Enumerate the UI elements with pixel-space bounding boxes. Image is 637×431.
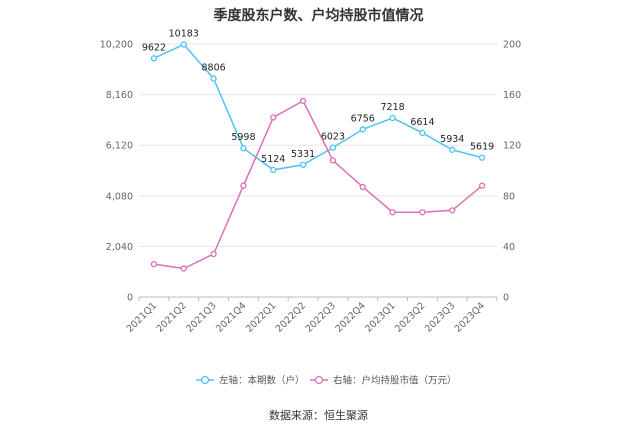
avg-holding-value-point xyxy=(240,182,247,189)
holders-count-point xyxy=(150,55,158,62)
holders-count-point xyxy=(359,126,366,133)
y-right-tick-label: 200 xyxy=(503,40,521,51)
y-right-tick-label: 160 xyxy=(503,90,521,101)
avg-holding-value-point xyxy=(329,157,337,164)
x-tick-label: 2022Q1 xyxy=(244,300,278,334)
x-tick-label: 2021Q2 xyxy=(154,300,188,334)
holders-count-point xyxy=(210,75,217,82)
holders-count-line xyxy=(153,43,483,171)
y-left-tick-label: 2,040 xyxy=(106,242,133,253)
avg-holding-value-point xyxy=(210,250,217,258)
x-tick-label: 2023Q1 xyxy=(363,300,397,334)
y-left-tick-label: 10,200 xyxy=(100,40,133,51)
avg-holding-value-point xyxy=(150,260,158,268)
holders-count-point xyxy=(180,41,187,48)
x-tick-label: 2023Q2 xyxy=(393,300,427,334)
data-source-note: 数据来源：恒生聚源 xyxy=(269,409,368,422)
legend-right-series-marker xyxy=(314,375,324,385)
data-label: 8806 xyxy=(201,63,225,74)
y-right-tick-label: 40 xyxy=(503,242,515,253)
data-label: 6614 xyxy=(410,117,434,128)
data-label: 10183 xyxy=(169,28,199,39)
data-label: 5331 xyxy=(291,149,315,160)
legend-right-series-label: 右轴：户均持股市值（万元） xyxy=(333,375,457,387)
holders-count-point xyxy=(419,129,426,137)
chart-title: 季度股东户数、户均持股市值情况 xyxy=(213,8,424,24)
x-tick-label: 2023Q3 xyxy=(423,300,457,334)
y-right-tick-label: 0 xyxy=(503,293,509,304)
avg-holding-value-point xyxy=(389,209,396,216)
data-label: 6023 xyxy=(321,132,345,143)
data-label: 5934 xyxy=(440,134,464,145)
legend-left-series-marker xyxy=(200,375,210,385)
avg-holding-value-point xyxy=(299,97,307,105)
holders-count-point xyxy=(240,145,247,152)
holders-count-point xyxy=(478,154,486,161)
x-tick-label: 2022Q3 xyxy=(304,300,338,334)
x-tick-label: 2021Q1 xyxy=(125,300,159,334)
avg-holding-value-point xyxy=(180,265,187,272)
data-label: 5124 xyxy=(261,154,285,165)
data-label: 6756 xyxy=(351,113,375,124)
y-left-tick-label: 0 xyxy=(127,293,133,304)
legend-left-series-label: 左轴：本期数（户） xyxy=(219,375,305,387)
holders-count-point xyxy=(389,114,396,122)
avg-holding-value-point xyxy=(478,182,486,189)
y-left-tick-label: 6,120 xyxy=(106,141,133,152)
avg-holding-value-point xyxy=(449,207,456,214)
x-tick-label: 2021Q4 xyxy=(214,300,248,334)
avg-holding-value-point xyxy=(359,183,366,191)
holders-count-point xyxy=(329,144,337,151)
y-right-tick-label: 80 xyxy=(503,191,515,202)
x-tick-label: 2022Q4 xyxy=(333,300,367,334)
holders-count-point xyxy=(299,161,307,168)
avg-holding-value-line xyxy=(153,99,483,270)
avg-holding-value-point xyxy=(419,209,426,216)
x-tick-label: 2023Q4 xyxy=(453,300,487,334)
x-tick-label: 2021Q3 xyxy=(184,300,218,334)
y-right-tick-label: 120 xyxy=(503,141,521,152)
y-left-tick-label: 4,080 xyxy=(106,191,133,202)
holders-count-point xyxy=(270,166,277,174)
holders-count-point xyxy=(449,146,456,153)
avg-holding-value-point xyxy=(270,114,277,121)
data-label: 5998 xyxy=(231,132,255,143)
data-label: 5619 xyxy=(470,142,494,153)
data-label: 7218 xyxy=(380,102,404,113)
data-label: 9622 xyxy=(142,42,166,53)
x-tick-label: 2022Q2 xyxy=(274,300,308,334)
y-left-tick-label: 8,160 xyxy=(106,90,133,101)
